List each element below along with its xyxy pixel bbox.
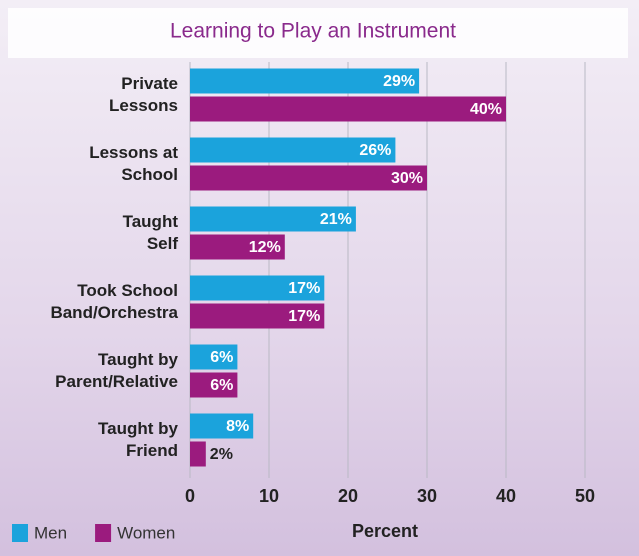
x-tick-label: 10	[259, 486, 279, 506]
bar	[190, 206, 356, 232]
bar	[190, 68, 420, 94]
value-label: 26%	[359, 142, 391, 159]
bar	[190, 413, 254, 439]
y-tick-label: Lessons at School	[89, 143, 178, 184]
x-tick-label: 30	[417, 486, 437, 506]
x-tick-label: 40	[496, 486, 516, 506]
value-label: 30%	[391, 170, 423, 187]
value-label: 29%	[383, 73, 415, 90]
bar	[190, 96, 506, 122]
value-label: 40%	[470, 101, 502, 118]
x-axis-label: Percent	[352, 521, 418, 541]
legend-label: Women	[117, 523, 175, 542]
bar	[190, 137, 396, 163]
chart-title: Learning to Play an Instrument	[170, 20, 456, 43]
value-label: 17%	[288, 280, 320, 297]
bar	[190, 344, 238, 370]
legend-swatch	[95, 524, 112, 542]
y-tick-label: Taught by Parent/Relative	[55, 350, 178, 391]
y-tick-label: Taught Self	[122, 212, 178, 253]
y-tick-label: Taught by Friend	[98, 419, 178, 460]
bar	[190, 234, 285, 260]
value-label: 6%	[210, 377, 233, 394]
y-tick-label: Took School Band/Orchestra	[50, 281, 178, 322]
x-tick-label: 0	[185, 486, 195, 506]
y-tick-label: Private Lessons	[109, 74, 178, 115]
bar	[190, 303, 325, 329]
value-label: 6%	[210, 349, 233, 366]
value-label: 17%	[288, 308, 320, 325]
bar	[190, 165, 427, 191]
value-label: 12%	[249, 239, 281, 256]
value-label: 2%	[210, 446, 233, 463]
x-tick-label: 50	[575, 486, 595, 506]
legend-label: Men	[34, 523, 67, 542]
legend-swatch	[12, 524, 28, 542]
value-label: 8%	[226, 418, 249, 435]
bar	[190, 275, 325, 301]
bar	[190, 372, 238, 398]
title-band	[8, 8, 628, 58]
value-label: 21%	[320, 211, 352, 228]
x-tick-label: 20	[338, 486, 358, 506]
bar	[190, 441, 206, 467]
